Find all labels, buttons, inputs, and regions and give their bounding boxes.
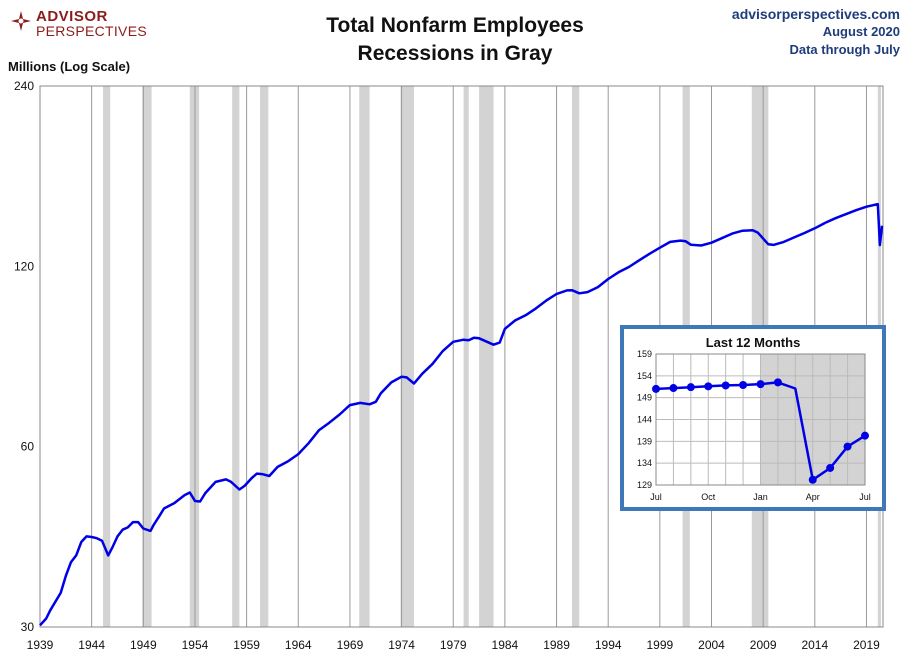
inset-data-point [721,381,730,390]
x-tick-label: 1979 [440,638,467,652]
inset-data-point [808,475,817,484]
inset-data-point [773,378,782,387]
chart-subtitle: Recessions in Gray [357,42,553,65]
inset-y-tick-label: 139 [637,436,652,446]
inset-x-tick-label: Jul [859,492,871,502]
inset-y-tick-label: 159 [637,349,652,359]
x-tick-label: 2014 [801,638,828,652]
x-tick-label: 1944 [78,638,105,652]
inset-data-point [739,381,748,390]
y-tick-label: 60 [21,440,35,454]
recession-band [189,86,200,627]
x-tick-label: 1989 [543,638,570,652]
recession-band [572,86,580,627]
logo-text-advisor: ADVISOR [36,8,108,25]
inset-y-tick-label: 144 [637,415,652,425]
y-tick-label: 120 [14,259,34,273]
inset-data-point [704,382,713,391]
inset-data-point [861,431,869,440]
recession-band [463,86,469,627]
source-data-through: Data through July [789,42,900,57]
x-tick-label: 1994 [595,638,622,652]
source-website: advisorperspectives.com [731,6,900,22]
recession-band [359,86,370,627]
logo-text-perspectives: PERSPECTIVES [36,23,147,39]
recession-band [232,86,240,627]
y-tick-label: 240 [14,79,34,93]
recession-band [400,86,414,627]
x-tick-label: 1999 [647,638,674,652]
inset-data-point [652,384,660,393]
inset-y-tick-label: 134 [637,458,652,468]
inset-data-point [826,463,835,472]
inset-chart-panel: Last 12 Months 129 134 139 144 149 154 159 Jul O… [620,325,886,511]
inset-data-point [756,380,765,389]
recession-band [260,86,269,627]
x-tick-label: 1969 [337,638,364,652]
inset-x-tick-label: Jan [753,492,768,502]
inset-plot-border [655,353,866,486]
x-tick-label: 2019 [853,638,880,652]
inset-x-tick-label: Apr [806,492,820,502]
x-tick-label: 1964 [285,638,312,652]
inset-data-point [843,442,852,451]
inset-x-tick-label: Oct [701,492,716,502]
x-tick-label: 1959 [233,638,260,652]
advisor-perspectives-logo: ADVISOR PERSPECTIVES [10,8,150,42]
recession-band [142,86,152,627]
x-tick-label: 1974 [388,638,415,652]
inset-chart: 129 134 139 144 149 154 159 Jul Oct Jan Apr Jul [637,349,871,502]
y-axis-label: Millions (Log Scale) [8,59,131,74]
inset-x-tick-label: Jul [650,492,662,502]
x-tick-label: 1984 [492,638,519,652]
compass-rose-icon [11,11,31,31]
inset-chart-title: Last 12 Months [705,335,801,350]
employees-line [39,202,884,627]
x-tick-label: 1954 [182,638,209,652]
inset-y-tick-label: 154 [637,371,652,381]
x-tick-label: 1949 [130,638,157,652]
y-tick-label: 30 [21,620,35,634]
source-date: August 2020 [822,24,900,39]
inset-data-point [669,384,678,393]
inset-y-tick-label: 149 [637,393,652,403]
inset-data-point [686,383,695,392]
chart-title: Total Nonfarm Employees [326,14,584,37]
inset-y-tick-label: 129 [637,480,652,490]
x-tick-label: 2004 [698,638,725,652]
x-tick-label: 2009 [750,638,777,652]
recession-band [479,86,494,627]
recession-band [103,86,111,627]
x-tick-label: 1939 [27,638,54,652]
